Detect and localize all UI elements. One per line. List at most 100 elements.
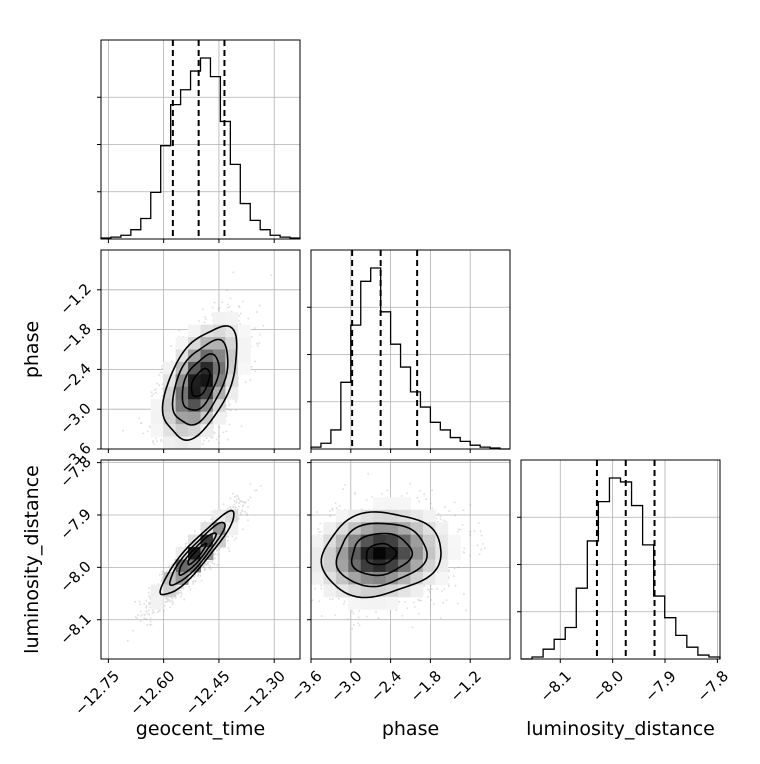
density-cell [335,559,349,573]
density-cell [237,361,251,375]
density-cell [422,571,436,585]
x-tick-label-phase: −2.4 [367,667,405,705]
y-axis-label-luminosity_distance: luminosity_distance [21,465,43,654]
x-axis-label-geocent_time: geocent_time [136,718,265,740]
density-cell [225,522,239,536]
density-cell [385,596,399,610]
density-cell [311,547,324,560]
axes-frame-luminosity_distance [520,459,721,660]
density-cell [398,497,411,511]
density-cell [163,436,177,449]
axes-frame-geocent_time [100,39,301,240]
density-cell [422,559,436,573]
x-tick-label-luminosity_distance: −7.8 [694,667,732,705]
histogram-luminosity_distance [517,459,721,663]
density-cell [237,337,251,350]
density-cell [435,522,449,536]
x-tick-label-phase: −3.0 [327,667,365,705]
density-cell [163,399,177,413]
density-cell [237,324,251,338]
density-cell [188,424,201,438]
density-cell [422,522,436,536]
axes-frame [100,459,301,660]
density-cell [335,522,349,536]
density-cell [175,337,189,350]
density-cell [225,509,239,523]
density-cell [323,547,337,560]
density-cell [385,497,399,511]
histogram-geocent_time [97,39,301,243]
density-cell [212,411,226,425]
density-cell [385,571,399,585]
contour-3 [161,325,238,442]
density-cell [311,534,324,548]
density-cell [212,509,226,523]
density-cell [323,584,337,598]
density-cell [163,411,177,425]
density-cell [188,386,201,400]
contour-2 [171,338,229,426]
contour-0 [190,367,211,398]
density-cell [373,559,387,573]
x-tick-label-phase: −1.8 [407,667,445,705]
x-tick-label-phase: −3.6 [287,667,325,705]
density-cell [225,312,239,326]
density-cell [373,596,387,610]
density-cell [410,547,424,560]
density-cell [422,509,436,523]
contour-1 [350,532,414,577]
x-tick-label-luminosity_distance: −7.9 [641,667,679,705]
density-cell [150,399,164,413]
density-cell [323,522,337,536]
density-cell [447,534,461,548]
density-cell [373,547,387,560]
density-cell [447,547,461,560]
density-cell [150,411,164,425]
axes-frame [310,459,511,660]
axes-frame [100,249,301,450]
density-cell [175,399,189,413]
histogram-step-geocent_time [100,57,301,239]
density-cell [373,497,387,511]
y-tick-label-phase: −3.0 [56,399,94,437]
density-cell [385,534,399,548]
density-cell [225,349,239,363]
x-tick-label-geocent_time: −12.30 [237,667,289,719]
density-cell [422,534,436,548]
density-cell [163,424,177,438]
y-tick-label-phase: −2.4 [56,360,94,398]
density-cell [410,559,424,573]
contour-1 [178,532,218,577]
y-tick-label-phase: −1.2 [56,280,94,318]
density-cell [311,571,324,585]
histogram-step-phase [310,267,510,450]
density-cell [422,547,436,560]
panel-content-0 [101,250,300,449]
y-axis-label-phase: phase [21,321,43,378]
density-cell [323,559,337,573]
x-tick-label-geocent_time: −12.60 [126,667,178,719]
panel-geocent_time-vs-luminosity_distance [97,459,301,663]
density-cell [150,596,164,610]
contour-1 [181,353,220,411]
scatter-samples [311,472,486,630]
contour-0 [187,542,208,566]
density-cell [237,349,251,363]
density-cell [150,424,164,438]
density-cell [188,411,201,425]
density-cell [373,522,387,536]
x-axis-label-phase: phase [382,718,439,740]
density-cell [398,547,411,560]
density-cell [225,337,239,350]
density-cell [212,349,226,363]
panel-content-2 [311,460,510,659]
x-tick-label-phase: −1.2 [446,667,484,705]
x-axis-label-luminosity_distance: luminosity_distance [526,718,715,740]
panel-phase-vs-luminosity_distance [307,459,511,663]
density-cell [385,522,399,536]
contour-2 [335,522,428,588]
x-tick-label-geocent_time: −12.75 [71,667,123,719]
density-cell [360,584,374,598]
